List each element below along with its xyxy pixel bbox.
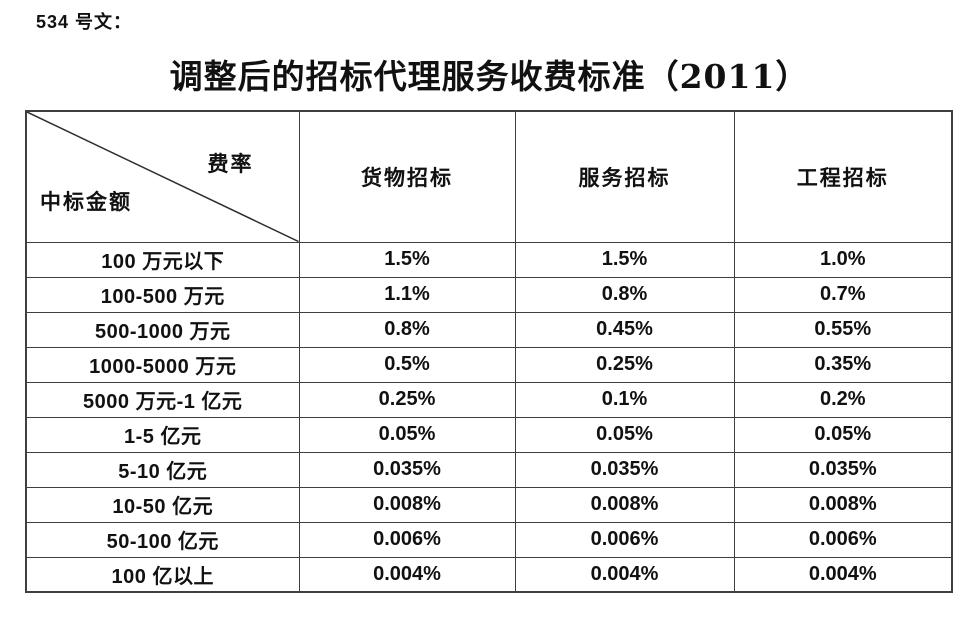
rate-value-cell: 1.0% (733, 241, 953, 278)
rate-value-cell: 0.05% (514, 416, 735, 453)
rate-value-cell: 0.25% (514, 346, 735, 383)
table-row: 1-5 亿元 0.05% 0.05% 0.05% (25, 416, 953, 453)
rate-value-cell: 0.004% (298, 556, 516, 593)
row-label-amount-range: 5-10 亿元 (25, 451, 300, 488)
table-row: 100 万元以下 1.5% 1.5% 1.0% (25, 241, 953, 278)
rate-value-cell: 0.008% (514, 486, 735, 523)
corner-header-cell: 费率 中标金额 (25, 110, 300, 243)
table-row: 1000-5000 万元 0.5% 0.25% 0.35% (25, 346, 953, 383)
fee-rate-table: 费率 中标金额 货物招标 服务招标 工程招标 100 万元以下 1.5% 1.5% 1… (25, 110, 953, 593)
page-title: 调整后的招标代理服务收费标准（2011） (169, 57, 810, 96)
rate-value-cell: 0.8% (298, 311, 516, 348)
corner-label-amount: 中标金额 (40, 188, 132, 214)
table-row: 5-10 亿元 0.035% 0.035% 0.035% (25, 451, 953, 488)
table-row: 10-50 亿元 0.008% 0.008% 0.008% (25, 486, 953, 523)
rate-value-cell: 0.008% (298, 486, 516, 523)
table-row: 50-100 亿元 0.006% 0.006% 0.006% (25, 521, 953, 558)
row-label-amount-range: 10-50 亿元 (25, 486, 300, 523)
table-row: 100 亿以上 0.004% 0.004% 0.004% (25, 556, 953, 593)
diagonal-line (27, 112, 299, 242)
rate-value-cell: 0.25% (298, 381, 516, 418)
rate-value-cell: 0.006% (514, 521, 735, 558)
rate-value-cell: 0.05% (733, 416, 953, 453)
rate-value-cell: 0.035% (514, 451, 735, 488)
rate-value-cell: 0.45% (514, 311, 735, 348)
rate-value-cell: 0.35% (733, 346, 953, 383)
table-header-row: 费率 中标金额 货物招标 服务招标 工程招标 (25, 110, 953, 243)
rate-value-cell: 0.5% (298, 346, 516, 383)
rate-value-cell: 0.008% (733, 486, 953, 523)
rate-value-cell: 0.006% (733, 521, 953, 558)
row-label-amount-range: 100 万元以下 (25, 241, 300, 278)
rate-value-cell: 0.004% (733, 556, 953, 593)
table-row: 5000 万元-1 亿元 0.25% 0.1% 0.2% (25, 381, 953, 418)
row-label-amount-range: 1000-5000 万元 (25, 346, 300, 383)
row-label-amount-range: 50-100 亿元 (25, 521, 300, 558)
rate-value-cell: 0.55% (733, 311, 953, 348)
row-label-amount-range: 500-1000 万元 (25, 311, 300, 348)
rate-value-cell: 0.035% (298, 451, 516, 488)
rate-value-cell: 0.035% (733, 451, 953, 488)
doc-number: 534 号文： (36, 12, 133, 32)
column-header-goods: 货物招标 (298, 110, 516, 243)
row-label-amount-range: 100 亿以上 (25, 556, 300, 593)
rate-value-cell: 0.004% (514, 556, 735, 593)
rate-value-cell: 0.1% (514, 381, 735, 418)
rate-value-cell: 0.7% (733, 276, 953, 313)
rate-value-cell: 0.2% (733, 381, 953, 418)
table-row: 500-1000 万元 0.8% 0.45% 0.55% (25, 311, 953, 348)
row-label-amount-range: 100-500 万元 (25, 276, 300, 313)
rate-value-cell: 0.05% (298, 416, 516, 453)
rate-value-cell: 1.1% (298, 276, 516, 313)
rate-value-cell: 0.006% (298, 521, 516, 558)
rate-value-cell: 1.5% (514, 241, 735, 278)
column-header-services: 服务招标 (514, 110, 735, 243)
rate-value-cell: 0.8% (514, 276, 735, 313)
column-header-engineering: 工程招标 (733, 110, 953, 243)
row-label-amount-range: 5000 万元-1 亿元 (25, 381, 300, 418)
corner-label-rate: 费率 (207, 151, 254, 176)
table-body: 100 万元以下 1.5% 1.5% 1.0% 100-500 万元 1.1% 0.8% 0.… (25, 241, 953, 593)
table-row: 100-500 万元 1.1% 0.8% 0.7% (25, 276, 953, 313)
row-label-amount-range: 1-5 亿元 (25, 416, 300, 453)
rate-value-cell: 1.5% (298, 241, 516, 278)
